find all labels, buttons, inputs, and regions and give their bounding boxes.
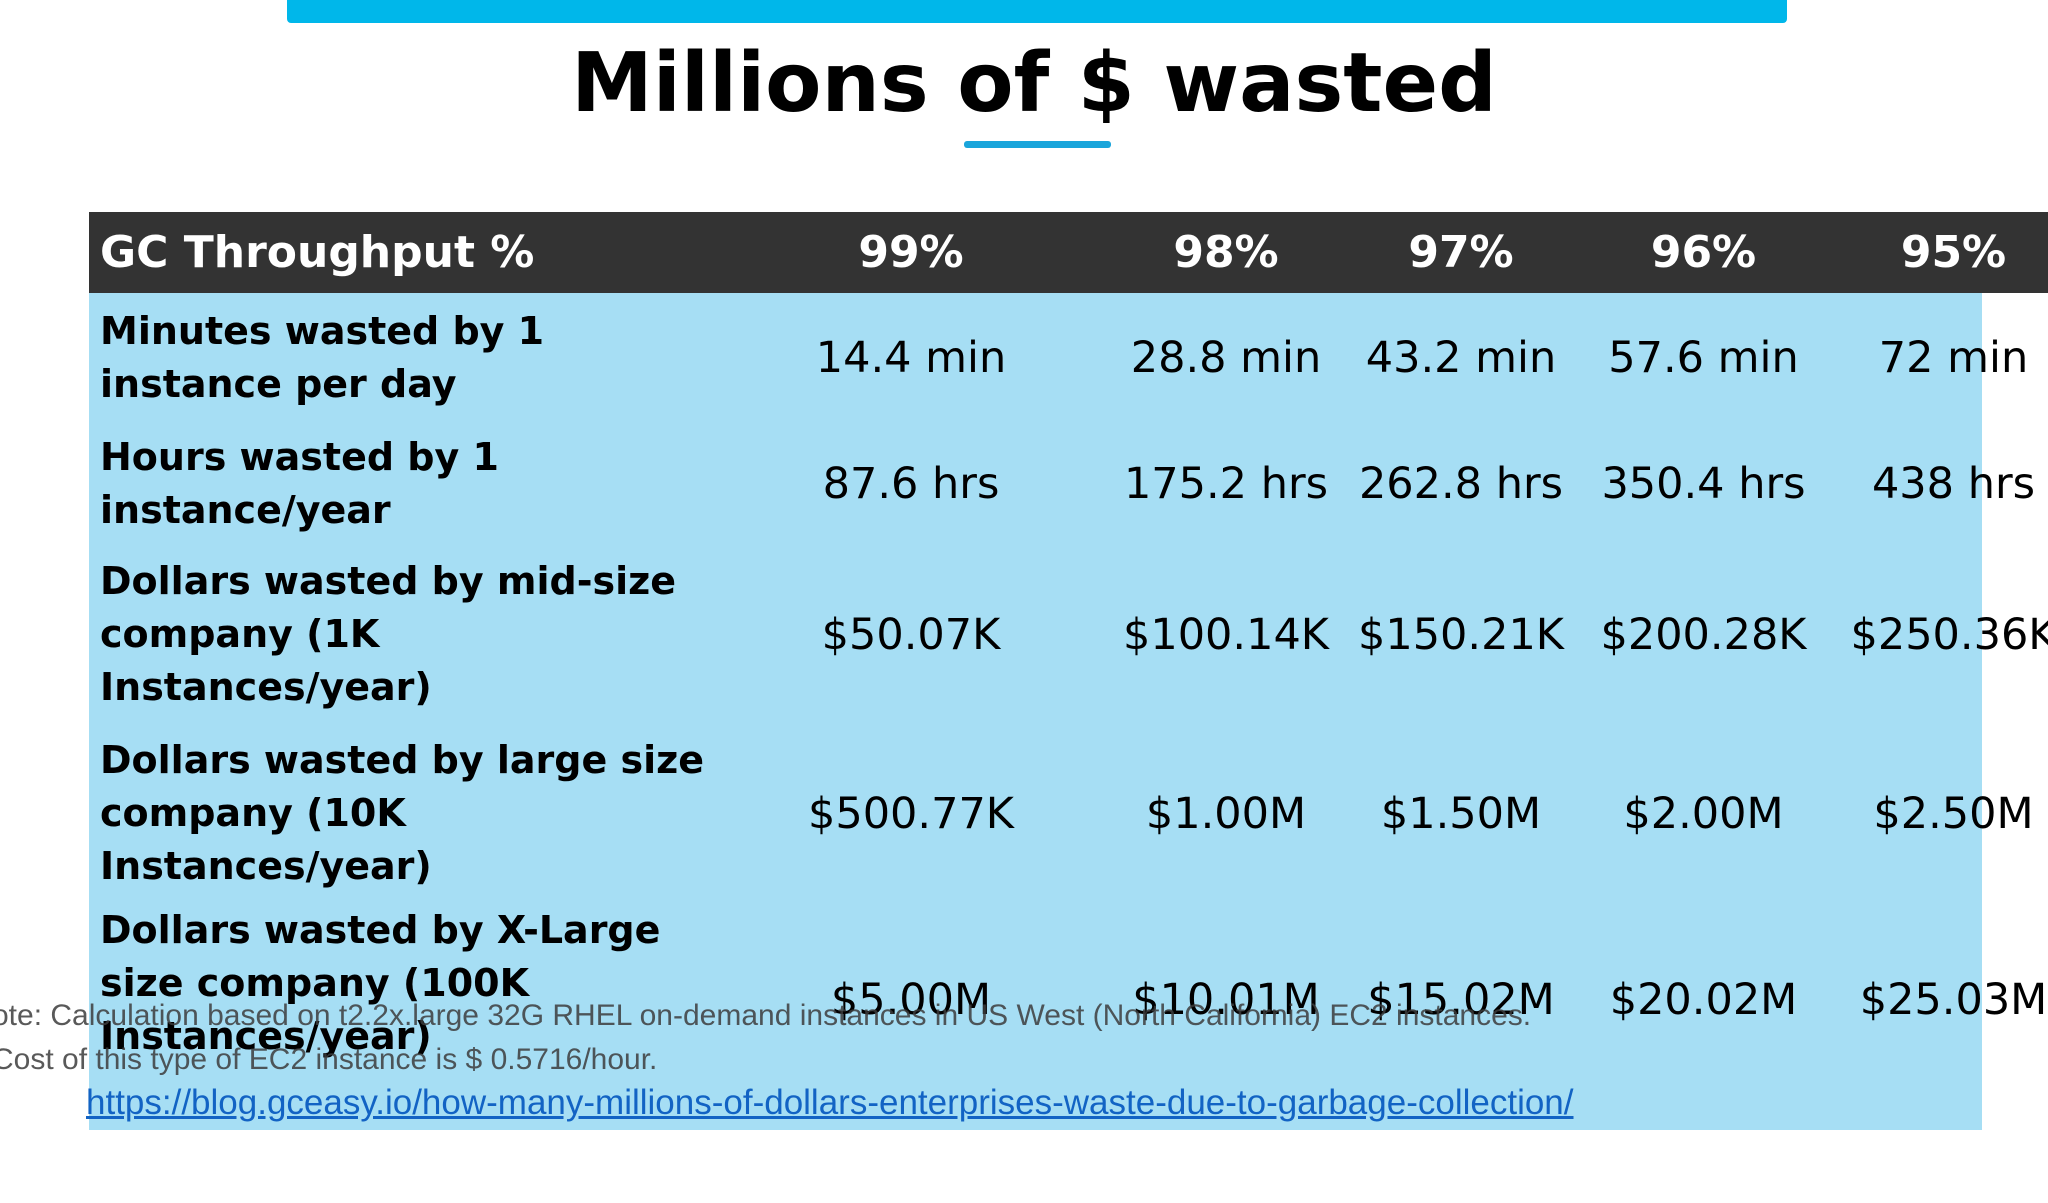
table-cell: 87.6 hrs	[822, 458, 1000, 509]
top-accent-bar	[287, 0, 1787, 23]
table-cell: $15.02M	[1367, 975, 1555, 1025]
table-cell: 175.2 hrs	[1123, 458, 1329, 509]
table-cell: $5.00M	[830, 975, 992, 1025]
table-cell: $150.21K	[1357, 609, 1564, 660]
table-row: Dollars wasted by mid-size company (1K I…	[89, 544, 2048, 725]
table-cell: $250.36K	[1850, 609, 2048, 660]
footnote-line-2: Cost of this type of EC2 instance is $ 0…	[0, 1043, 658, 1076]
table-cell: $1.50M	[1380, 788, 1542, 839]
table-cell: $20.02M	[1609, 975, 1798, 1025]
table-cell: $2.00M	[1623, 788, 1784, 839]
table-cell: $10.01M	[1132, 975, 1320, 1025]
table-cell: 438 hrs	[1871, 458, 2036, 509]
header-gc-throughput: GC Throughput %	[89, 212, 711, 293]
footnote: ote: Calculation based on t2.2x.large 32…	[0, 994, 1612, 1082]
table-cell: 28.8 min	[1130, 333, 1322, 383]
table-cell: 57.6 min	[1608, 333, 1799, 383]
table-cell: $1.00M	[1145, 788, 1307, 839]
row-label: Dollars wasted by large size company (10…	[100, 738, 705, 888]
header-99: 99%	[711, 212, 1111, 293]
table-cell: $500.77K	[807, 788, 1014, 839]
table-row: Hours wasted by 1 instance/year 87.6 hrs…	[89, 423, 2048, 544]
table-cell: 43.2 min	[1365, 333, 1557, 383]
table-cell: 14.4 min	[815, 333, 1007, 383]
source-link[interactable]: https://blog.gceasy.io/how-many-millions…	[86, 1083, 1574, 1122]
table-cell: $50.07K	[821, 609, 1001, 660]
row-label: Dollars wasted by mid-size company (1K I…	[100, 559, 676, 709]
table-cell: $2.50M	[1873, 788, 2034, 839]
table-row: Minutes wasted by 1 instance per day 14.…	[89, 293, 2048, 423]
table-cell: $100.14K	[1122, 609, 1329, 660]
gc-waste-table-container: GC Throughput % 99% 98% 97% 96% 95% Minu…	[89, 212, 2048, 1130]
gc-waste-table: GC Throughput % 99% 98% 97% 96% 95% Minu…	[89, 212, 2048, 1203]
header-98: 98%	[1111, 212, 1341, 293]
slide-title: Millions of $ wasted	[571, 36, 1497, 131]
table-cell: 72 min	[1878, 333, 2029, 383]
header-97: 97%	[1341, 212, 1581, 293]
header-96: 96%	[1581, 212, 1826, 293]
row-label: Dollars wasted by X-Large size company (…	[100, 908, 661, 1058]
table-header-row: GC Throughput % 99% 98% 97% 96% 95%	[89, 212, 2048, 293]
table-cell: $200.28K	[1600, 609, 1807, 660]
row-label: Minutes wasted by 1 instance per day	[100, 309, 545, 406]
title-underline	[964, 141, 1111, 148]
row-label: Hours wasted by 1 instance/year	[100, 434, 499, 532]
table-cell: $25.03M	[1859, 975, 2048, 1025]
table-cell: 262.8 hrs	[1358, 458, 1564, 509]
table-row: Dollars wasted by X-Large size company (…	[89, 902, 2048, 1203]
footnote-line-1: ote: Calculation based on t2.2x.large 32…	[0, 999, 1532, 1032]
table-row: Dollars wasted by large size company (10…	[89, 725, 2048, 902]
header-95: 95%	[1826, 212, 2048, 293]
table-cell: 350.4 hrs	[1601, 458, 1806, 509]
